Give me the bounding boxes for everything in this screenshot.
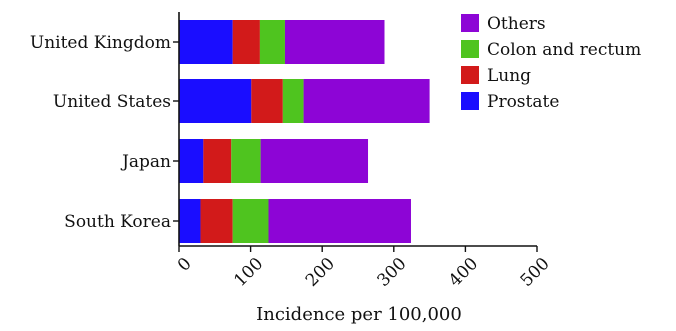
legend: Others Colon and rectum Lung Prostate <box>461 14 641 112</box>
legend-label-colon-and-rectum: Colon and rectum <box>487 40 641 60</box>
bars-layer <box>179 20 430 243</box>
legend-swatch-colon-and-rectum <box>461 40 479 58</box>
category-label-japan: Japan <box>120 152 171 172</box>
bar-united-states-others <box>303 79 430 123</box>
legend-swatch-others <box>461 14 479 32</box>
bar-south-korea-others <box>268 199 411 243</box>
axes-layer <box>173 12 538 252</box>
legend-swatch-prostate <box>461 92 479 110</box>
legend-label-lung: Lung <box>487 66 531 86</box>
x-axis-title: Incidence per 100,000 <box>256 304 462 325</box>
category-label-united-states: United States <box>53 92 171 112</box>
x-tick-label-200: 200 <box>302 254 339 291</box>
bar-japan-lung <box>203 139 232 183</box>
x-tick-label-300: 300 <box>373 254 410 291</box>
bar-south-korea-lung <box>200 199 233 243</box>
bar-united-states-lung <box>251 79 283 123</box>
bar-japan-prostate <box>179 139 204 183</box>
bar-united-states-colon-and-rectum <box>282 79 304 123</box>
bar-united-states-prostate <box>179 79 252 123</box>
bar-south-korea-colon-and-rectum <box>232 199 269 243</box>
legend-label-others: Others <box>487 14 546 34</box>
bar-japan-colon-and-rectum <box>231 139 261 183</box>
x-tick-label-100: 100 <box>230 254 267 291</box>
bar-united-kingdom-prostate <box>179 20 233 64</box>
x-tick-label-400: 400 <box>445 254 482 291</box>
bar-united-kingdom-others <box>284 20 385 64</box>
legend-swatch-lung <box>461 66 479 84</box>
x-tick-label-500: 500 <box>517 254 554 291</box>
category-label-south-korea: South Korea <box>64 212 171 232</box>
bar-united-kingdom-lung <box>232 20 260 64</box>
legend-label-prostate: Prostate <box>487 92 559 112</box>
category-label-united-kingdom: United Kingdom <box>30 33 171 53</box>
labels-layer: United Kingdom United States Japan South Ko… <box>30 33 554 291</box>
bar-south-korea-prostate <box>179 199 201 243</box>
bar-united-kingdom-colon-and-rectum <box>259 20 285 64</box>
bar-japan-others <box>260 139 369 183</box>
x-tick-label-0: 0 <box>174 254 196 276</box>
